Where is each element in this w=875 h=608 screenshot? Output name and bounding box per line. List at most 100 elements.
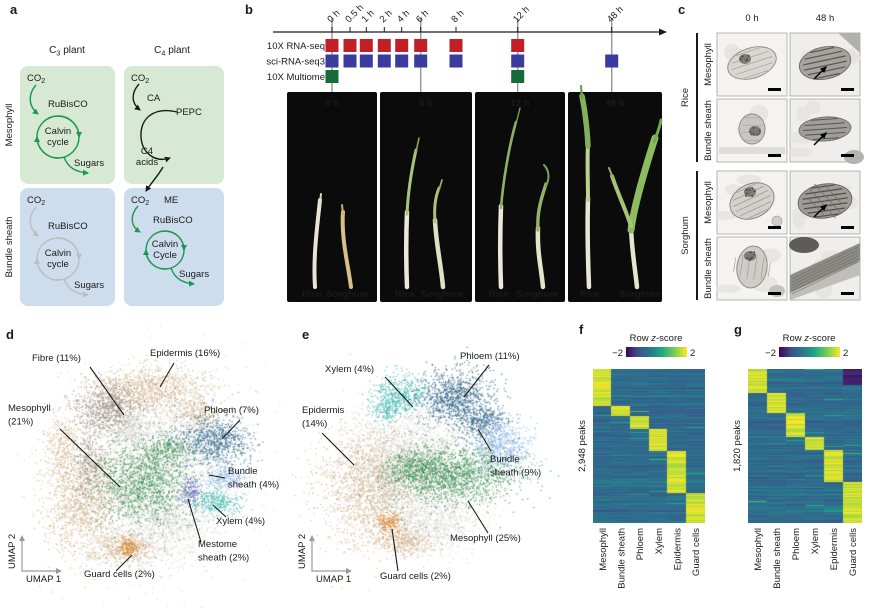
cluster-label: Epidermis: [302, 405, 344, 416]
colorbar: [626, 347, 687, 357]
em-dot: [756, 133, 759, 136]
assay-square: [325, 54, 339, 68]
group-label: Sorghum: [680, 216, 691, 255]
em-dot: [753, 253, 756, 256]
c3-plant-title: C3 plant: [49, 45, 85, 58]
photo-rice-label: Rice: [395, 289, 415, 300]
tick-label: 6 h: [414, 8, 431, 25]
em-stripe: [791, 246, 859, 280]
tick-label: 8 h: [449, 8, 466, 25]
seedling: [340, 210, 353, 289]
em-stripe: [748, 209, 768, 219]
seedling: [498, 203, 504, 290]
cluster-label: Phloem (7%): [204, 405, 259, 416]
heatmap-column-label: Mesophyll: [598, 528, 609, 571]
label-leader-line: [59, 428, 121, 488]
colorbar-max: 2: [843, 348, 848, 359]
label-leader-line: [89, 366, 125, 416]
em-texture: [796, 106, 810, 122]
em-stripe: [811, 117, 838, 121]
em-dot: [749, 257, 752, 260]
em-image: [789, 170, 861, 235]
assay-square: [377, 54, 391, 68]
em-granule: [749, 126, 761, 136]
cluster-label: Xylem (4%): [325, 364, 374, 375]
panel-a: a C3 plant C4 plant Mesophyll Bundle she…: [0, 0, 235, 315]
em-dot: [758, 129, 761, 132]
colorbar-title: Row z-score: [783, 333, 836, 344]
scale-bar: [768, 226, 781, 229]
umap-axes: UMAP 1 UMAP 2: [297, 534, 352, 585]
em-stripe: [791, 249, 859, 283]
em-dark-blob: [789, 237, 819, 253]
em-stripe: [731, 56, 773, 70]
assay-square: [377, 39, 391, 52]
seedling-photo: 48 h Rice Sorghum: [568, 84, 663, 302]
assay-square: [605, 54, 619, 68]
annotation-arrow: [813, 131, 828, 146]
cluster-label: Bundle: [490, 454, 520, 465]
svg-text:Calvin: Calvin: [152, 239, 178, 250]
seedling: [312, 198, 322, 289]
em-stripe: [791, 261, 859, 295]
svg-text:CO2: CO2: [131, 195, 149, 207]
heatmap-g: [748, 369, 862, 523]
em-stripe: [811, 184, 835, 189]
em-stripe: [808, 188, 836, 219]
em-texture: [716, 284, 741, 294]
label-leader-line: [187, 498, 202, 543]
assay-square: [414, 39, 428, 52]
tick-label: 2 h: [378, 8, 395, 25]
assay-square: [343, 39, 357, 52]
em-dot: [745, 188, 748, 191]
seedling: [610, 174, 633, 228]
em-stripe: [804, 60, 847, 71]
cluster-label: sheath (9%): [490, 468, 541, 479]
em-stripe: [814, 183, 842, 214]
c4-bundle-text: CO2 ME RuBisCO Calvin Cycle Sugars: [131, 195, 209, 280]
svg-text:ME: ME: [164, 195, 178, 206]
em-dot: [753, 251, 756, 254]
c4-plant-title: C4 plant: [154, 45, 190, 58]
em-stripe: [815, 72, 840, 80]
scale-bar: [768, 154, 781, 157]
em-stripe: [760, 257, 765, 280]
em-image: [715, 170, 788, 235]
em-dot: [747, 54, 750, 57]
seedling: [404, 209, 410, 290]
photo-time-label: 6 h: [419, 98, 433, 109]
em-image: [789, 236, 861, 301]
photo-sorghum-label: Sorghum: [326, 289, 368, 300]
c4-bundle-diagram: [131, 205, 195, 287]
seedling-photo: 6 h Rice Sorghum: [380, 92, 472, 302]
colorbar-max: 2: [690, 348, 695, 359]
seedling: [652, 118, 663, 144]
cluster-label: Phloem (11%): [460, 351, 520, 362]
scale-bar: [841, 88, 854, 91]
photo-background: [568, 92, 662, 302]
heatmap-column-label: Phloem: [635, 528, 646, 560]
em-texture: [788, 147, 813, 157]
em-col-header-0h: 0 h: [745, 13, 758, 24]
colorbar-min: −2: [612, 348, 623, 359]
c3-mesophyll-text: CO2 RuBisCO Calvin cycle Sugars: [27, 73, 104, 169]
seedling: [405, 148, 418, 216]
umap1-axis-label: UMAP 1: [26, 574, 61, 585]
seedling: [438, 179, 443, 191]
panel-f-label: f: [579, 322, 584, 337]
time-axis-arrowhead: [659, 28, 667, 36]
umap-point-cloud-e: [292, 325, 582, 608]
cluster-label: Bundle: [228, 466, 258, 477]
c3-bundle-text: CO2 RuBisCO Calvin cycle Sugars: [27, 195, 104, 291]
photo-background: [475, 92, 565, 302]
cell-type-label: Bundle sheath: [703, 238, 714, 299]
label-leader-line: [159, 362, 175, 388]
cluster-label: (21%): [8, 417, 33, 428]
seedling: [515, 107, 521, 125]
photo-sorghum-label: Sorghum: [516, 289, 558, 300]
em-dot: [739, 58, 742, 60]
peaks-count-label: 1,820 peaks: [732, 420, 743, 472]
c3-mesophyll-box: [20, 66, 115, 184]
